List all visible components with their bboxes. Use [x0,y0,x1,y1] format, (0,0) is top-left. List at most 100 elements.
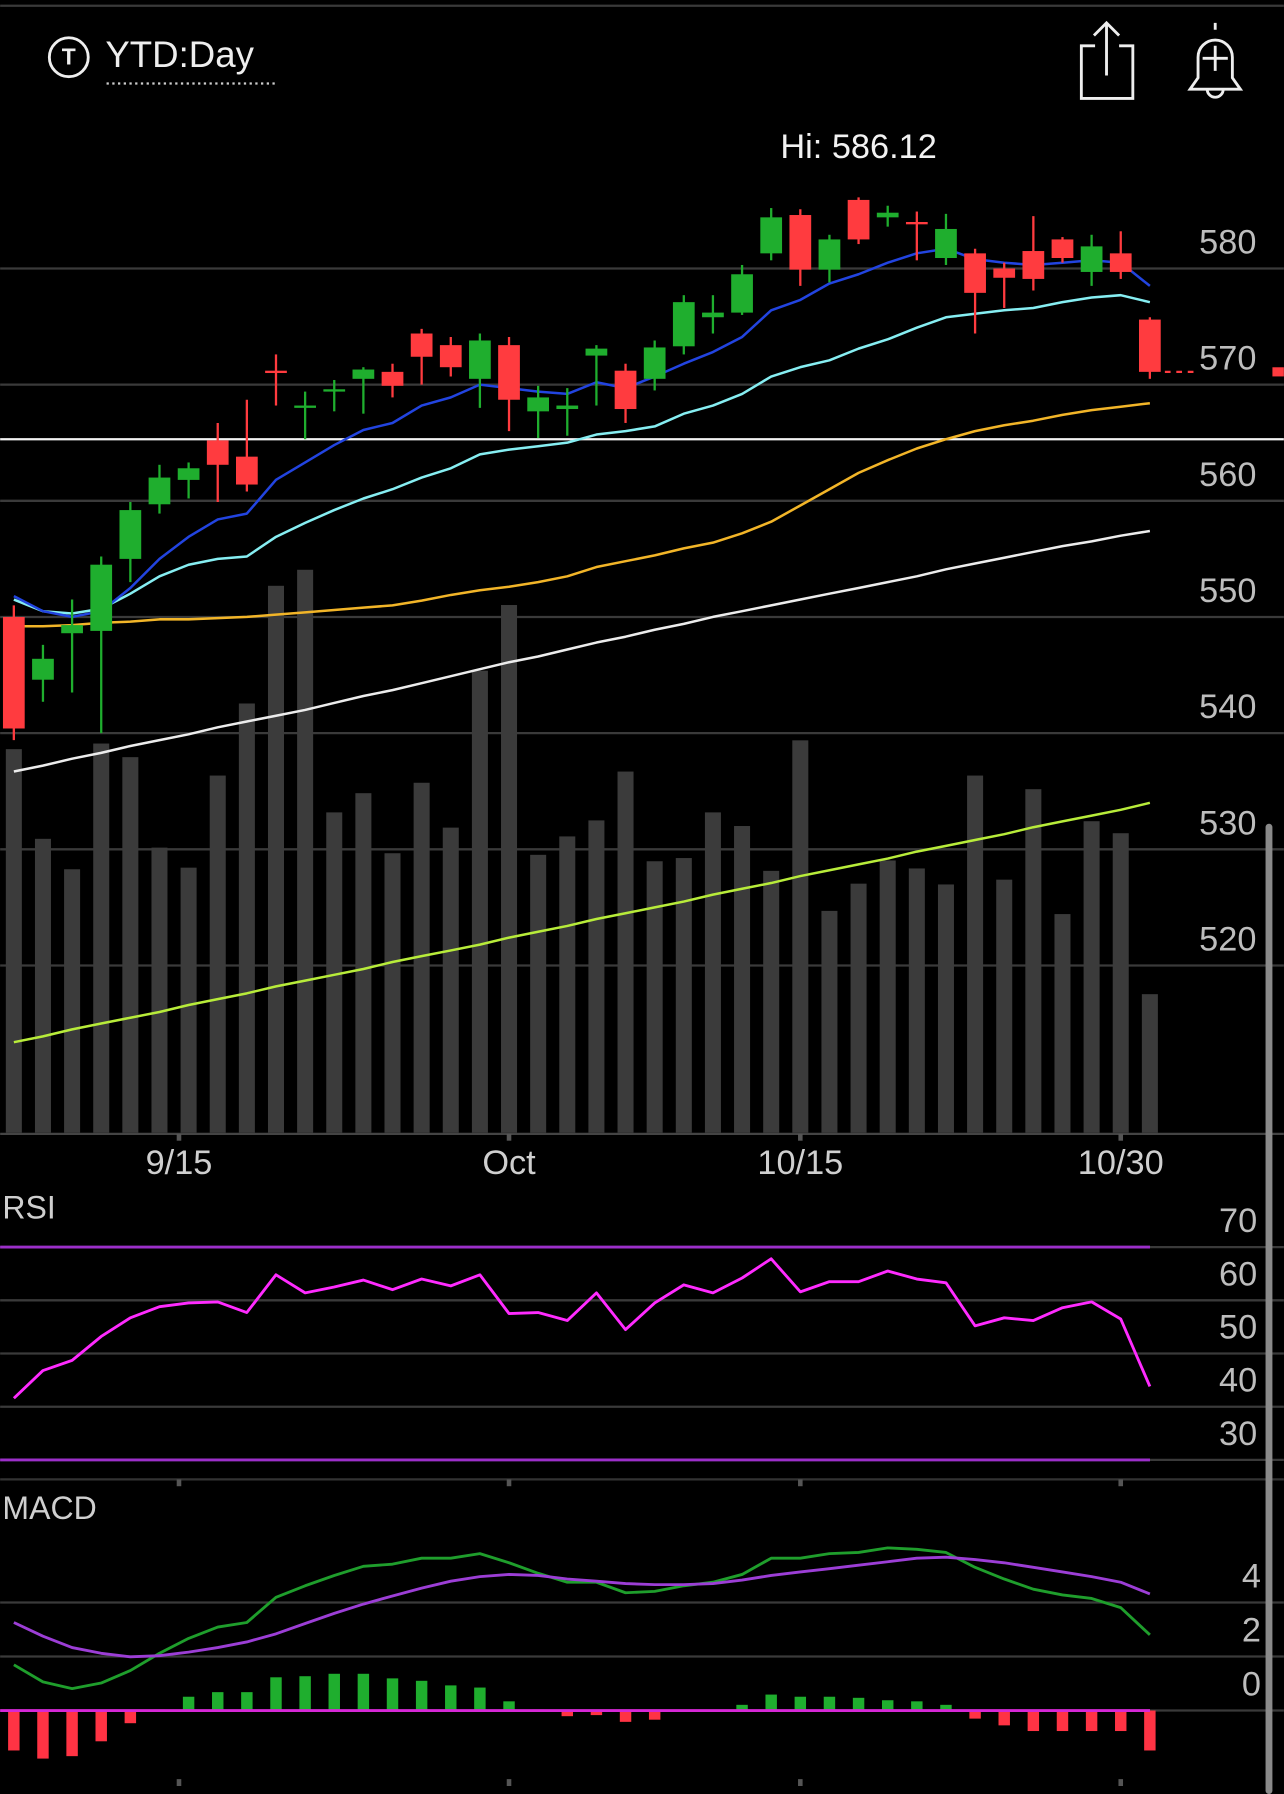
histogram-bar [1144,1710,1156,1751]
candle-body [643,347,666,379]
y-tick-label: 540 [1199,688,1256,726]
candle-body [498,345,520,400]
volume-bar [384,853,401,1133]
volume-bar [501,605,518,1133]
candle-body [993,268,1016,278]
volume-bar [1083,821,1100,1133]
volume-bar [646,861,663,1133]
y-tick-label: 4 [1242,1558,1261,1596]
histogram-bar [474,1687,486,1711]
candle-body [527,397,550,412]
x-tick-label: 9/15 [146,1144,213,1182]
candle-body [1080,246,1103,272]
candle-body [119,510,142,559]
range-icon [47,36,90,79]
volume-bar [267,585,285,1133]
volume-bar [967,775,984,1133]
volume-bar [937,884,954,1133]
scrollbar[interactable] [1265,823,1273,1794]
y-tick-label: 40 [1219,1362,1257,1400]
histogram-bar [124,1710,137,1724]
candle-body [235,456,258,485]
candle-body [1138,319,1161,372]
volume-bar [559,836,576,1133]
histogram-bar [212,1692,224,1711]
volume-bar [879,860,896,1133]
candle-body [61,625,83,634]
alert-button[interactable] [1187,22,1244,99]
moving-average-line [13,293,1151,615]
bell-clapper [1205,22,1225,99]
high-annotation: Hi: 586.12 [780,128,936,166]
candle-body [294,405,316,408]
y-tick-label: 560 [1199,456,1256,494]
histogram-bar [619,1710,632,1722]
volume-bar [355,793,372,1133]
moving-average-line [13,801,1151,1044]
candle-body [585,348,608,356]
macd-line [13,1555,1151,1659]
volume-bar [471,670,488,1133]
volume-bar [1112,833,1129,1133]
y-tick-label: 530 [1199,804,1256,842]
histogram-bar [386,1678,399,1711]
y-tick-label: 570 [1199,340,1256,378]
y-tick-label: 60 [1219,1255,1257,1293]
volume-bar [763,870,780,1133]
candle-body [876,212,899,218]
range-label[interactable]: YTD:Day [105,34,254,75]
candle-body [410,333,433,357]
bell-plus [1202,45,1228,71]
volume-bar [908,868,925,1133]
candle-body [731,274,753,313]
volume-bar [617,771,634,1133]
y-tick-label: 520 [1199,921,1256,959]
candle-body [469,340,491,379]
candle-body [935,228,957,259]
share-arrow [1092,20,1121,76]
volume-bar [530,854,547,1133]
panel-title: MACD [2,1490,96,1526]
range-icon-glyph: T [62,43,76,69]
volume-bar [1025,789,1042,1133]
y-tick-label: 50 [1219,1309,1257,1347]
volume-bar [675,858,692,1133]
histogram-bar [1056,1710,1069,1732]
volume-bar [93,743,110,1133]
candle-body [32,658,54,680]
macd-line [13,1546,1151,1691]
histogram-bar [969,1710,981,1719]
histogram-bar [881,1700,894,1711]
volume-bar [704,812,721,1133]
histogram-bar [241,1692,253,1711]
x-tick-label: 10/30 [1078,1144,1164,1182]
volume-bar [588,820,605,1133]
histogram-bar [1085,1710,1098,1732]
histogram-bar [794,1696,807,1711]
range-selector[interactable]: T YTD:Day [47,34,275,85]
histogram-bar [998,1710,1010,1726]
rsi-line [12,1257,1152,1400]
volume-bar [821,910,838,1133]
histogram-bar [736,1704,748,1711]
candle-body [2,616,25,729]
share-button[interactable] [1079,20,1135,100]
y-tick-label: 70 [1219,1202,1257,1240]
y-tick-label: 0 [1242,1666,1261,1704]
candle-body [614,370,637,410]
histogram-bar [648,1710,661,1720]
candle-body [1051,239,1074,259]
moving-average-line [13,529,1151,773]
candle-body [789,215,812,270]
histogram-bar [415,1680,428,1711]
volume-bar [996,879,1013,1133]
histogram-bar [270,1677,282,1711]
moving-average-line [13,401,1151,628]
histogram-bar [561,1710,574,1717]
volume-bar [209,775,226,1133]
volume-bar [34,838,51,1133]
x-tick-label: 10/15 [757,1144,843,1182]
histogram-bar [1027,1710,1040,1732]
